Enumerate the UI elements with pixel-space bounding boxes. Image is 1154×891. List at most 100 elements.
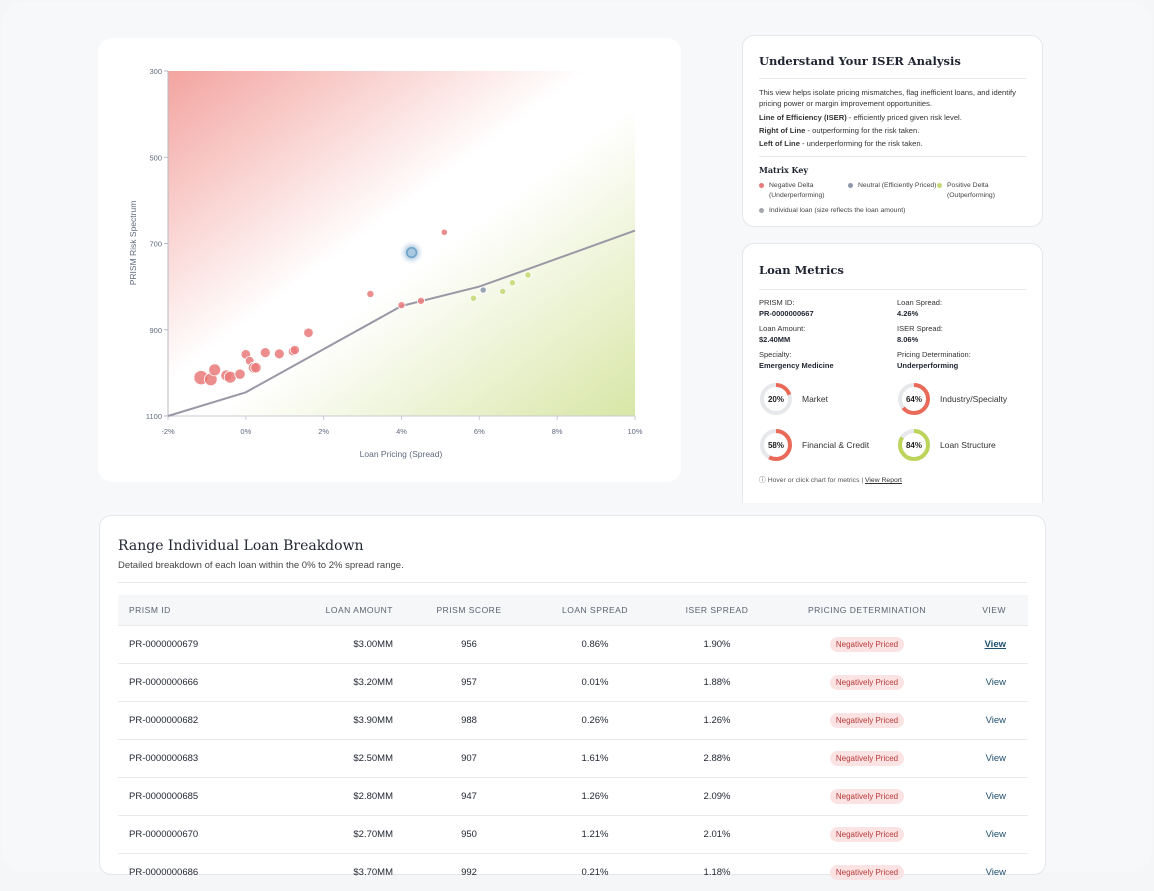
cell-view: View xyxy=(946,664,1028,702)
view-link[interactable]: View xyxy=(986,753,1006,764)
cell-loan-spread: 1.61% xyxy=(544,740,646,778)
cell-view: View xyxy=(946,626,1028,664)
y-tick-label: 1100 xyxy=(146,412,162,421)
cell-loan-amount: $2.80MM xyxy=(270,778,394,816)
col-loan-amount[interactable]: Loan Amount xyxy=(270,595,394,626)
cell-loan-amount: $2.50MM xyxy=(270,740,394,778)
cell-pricing-determination: Negatively Priced xyxy=(788,778,946,816)
view-link[interactable]: View xyxy=(986,867,1006,878)
cell-text: PR-0000000686 xyxy=(129,867,198,878)
cell-text: 1.21% xyxy=(582,829,609,840)
cell-pricing-determination: Negatively Priced xyxy=(788,702,946,740)
loan-point-positive[interactable] xyxy=(509,280,515,286)
metric-ring-market[interactable]: 20%Market xyxy=(759,382,897,416)
loan-point-negative[interactable] xyxy=(224,371,236,383)
cell-text: $3.20MM xyxy=(353,677,393,688)
col-prism-score[interactable]: PRISM Score xyxy=(394,595,544,626)
loan-point-positive[interactable] xyxy=(525,272,531,278)
cell-prism-id: PR-0000000683 xyxy=(118,740,270,778)
cell-iser-spread: 2.88% xyxy=(646,740,788,778)
loan-point-positive[interactable] xyxy=(499,288,505,294)
status-badge: Negatively Priced xyxy=(830,827,904,842)
progress-ring-icon: 58% xyxy=(759,428,793,462)
key-negative: Negative Delta (Underperforming) xyxy=(759,181,848,200)
metric-ring-industry-specialty[interactable]: 64% Industry/Specialty xyxy=(897,382,1027,416)
cell-prism-id: PR-0000000666 xyxy=(118,664,270,702)
cell-loan-spread: 0.01% xyxy=(544,664,646,702)
loan-point-negative[interactable] xyxy=(398,302,405,309)
col-loan-spread[interactable]: Loan Spread xyxy=(544,595,646,626)
loan-point-negative[interactable] xyxy=(304,328,314,338)
cell-view: View xyxy=(946,854,1028,891)
view-link[interactable]: View xyxy=(986,791,1006,802)
col-prism-id[interactable]: PRISM ID xyxy=(118,595,270,626)
loan-point-negative[interactable] xyxy=(417,297,424,304)
field-loan-spread: Loan Spread:4.26% xyxy=(897,298,1027,318)
status-badge: Negatively Priced xyxy=(830,713,904,728)
cell-loan-amount: $2.70MM xyxy=(270,816,394,854)
loan-point-negative[interactable] xyxy=(290,345,299,354)
view-link[interactable]: View xyxy=(986,715,1006,726)
view-link[interactable]: View xyxy=(985,639,1006,650)
loan-point-negative[interactable] xyxy=(441,229,447,235)
info-line-left: Left of Line - underperforming for the r… xyxy=(759,138,1026,149)
cell-text: 2.88% xyxy=(704,753,731,764)
x-tick-label: 6% xyxy=(474,427,485,436)
x-tick-label: 0% xyxy=(240,427,251,436)
loan-metrics-card: Loan Metrics PRISM ID:PR-0000000667 Loan… xyxy=(742,243,1043,503)
cell-pricing-determination: Negatively Priced xyxy=(788,854,946,891)
cell-prism-id: PR-0000000685 xyxy=(118,778,270,816)
cell-text: 992 xyxy=(461,867,477,878)
cell-view: View xyxy=(946,702,1028,740)
ring-label: Market xyxy=(802,394,828,404)
ring-percent: 58% xyxy=(768,441,784,450)
col-iser-spread[interactable]: ISER Spread xyxy=(646,595,788,626)
view-report-link[interactable]: View Report xyxy=(865,477,902,484)
loan-point-negative[interactable] xyxy=(274,349,284,359)
cell-text: 1.26% xyxy=(582,791,609,802)
cell-loan-spread: 0.86% xyxy=(544,626,646,664)
cell-view: View xyxy=(946,740,1028,778)
ring-label: Financial & Credit xyxy=(802,440,869,450)
loan-point-negative[interactable] xyxy=(251,363,261,373)
cell-iser-spread: 1.18% xyxy=(646,854,788,891)
cell-loan-amount: $3.00MM xyxy=(270,626,394,664)
x-axis-label: Loan Pricing (Spread) xyxy=(360,449,443,459)
cell-text: PR-0000000685 xyxy=(129,791,198,802)
field-pricing-determination: Pricing Determination:Underperforming xyxy=(897,350,1027,370)
loan-point-positive[interactable] xyxy=(470,295,476,301)
loan-table: PRISM ID Loan Amount PRISM Score Loan Sp… xyxy=(118,595,1028,891)
view-link[interactable]: View xyxy=(986,677,1006,688)
ring-label: Industry/Specialty xyxy=(940,394,1007,404)
info-line-efficiency: Line of Efficiency (ISER) - efficiently … xyxy=(759,112,1026,123)
cell-pricing-determination: Negatively Priced xyxy=(788,664,946,702)
divider xyxy=(759,156,1026,157)
iser-analysis-card: Understand Your ISER Analysis This view … xyxy=(742,35,1043,227)
key-positive: Positive Delta (Outperforming) xyxy=(937,181,1026,200)
loan-point-negative[interactable] xyxy=(209,364,221,376)
col-pricing-determination[interactable]: Pricing Determination xyxy=(788,595,946,626)
cell-prism-id: PR-0000000670 xyxy=(118,816,270,854)
info-title: Understand Your ISER Analysis xyxy=(759,54,1026,68)
cell-iser-spread: 2.09% xyxy=(646,778,788,816)
loan-point-negative[interactable] xyxy=(260,348,270,358)
loan-point-negative[interactable] xyxy=(235,369,245,379)
cell-text: PR-0000000670 xyxy=(129,829,198,840)
view-link[interactable]: View xyxy=(986,829,1006,840)
cell-text: 1.18% xyxy=(704,867,731,878)
selected-loan-point[interactable] xyxy=(407,248,417,258)
status-badge: Negatively Priced xyxy=(830,675,904,690)
loan-point-neutral[interactable] xyxy=(480,287,486,293)
loan-point-negative[interactable] xyxy=(367,290,374,297)
metric-ring-financial-credit[interactable]: 58% Financial & Credit xyxy=(759,428,897,462)
ring-percent: 84% xyxy=(906,441,922,450)
metric-ring-loan-structure[interactable]: 84%Loan Structure xyxy=(897,428,1027,462)
progress-ring-icon: 64% xyxy=(897,382,931,416)
status-badge: Negatively Priced xyxy=(830,865,904,880)
